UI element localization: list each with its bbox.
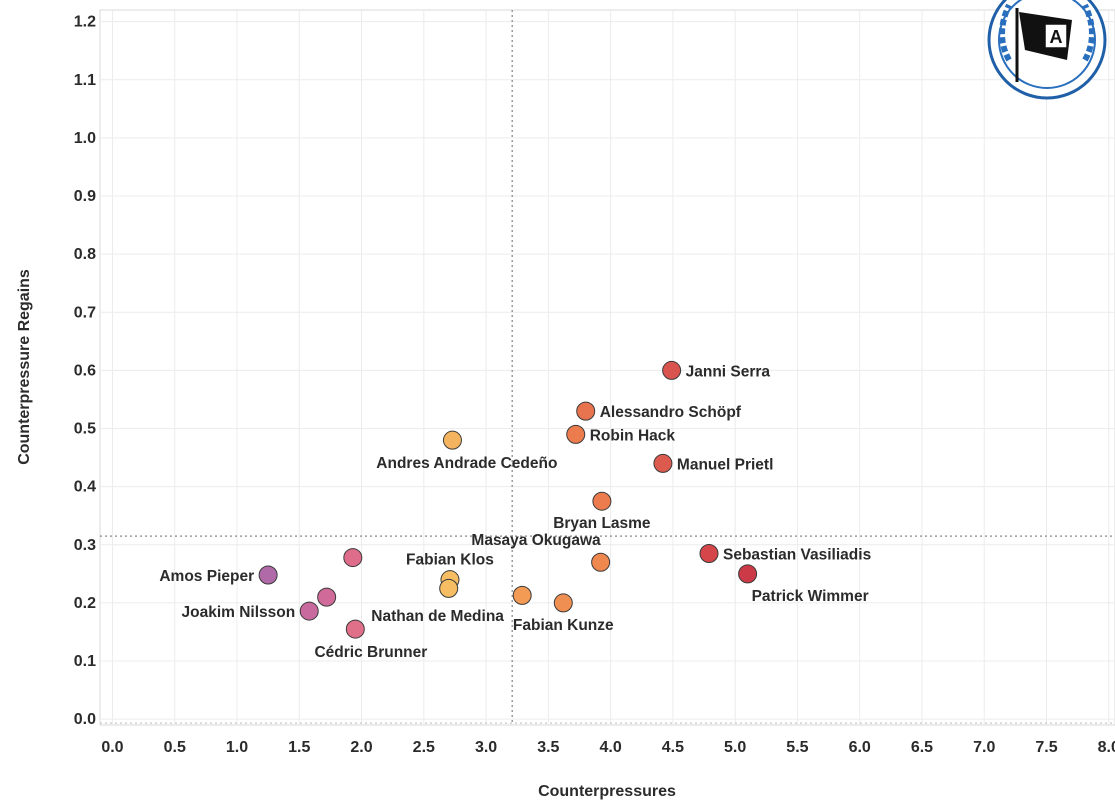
plot-area (99, 9, 1115, 726)
club-crest-logo: A (987, 0, 1107, 100)
data-point (258, 565, 278, 585)
y-axis-label: Counterpressure Regains (16, 269, 33, 465)
point-label: Janni Serra (686, 363, 771, 380)
point-label: Cédric Brunner (314, 644, 427, 661)
x-tick-label: 3.0 (475, 739, 497, 756)
point-label: Joakim Nilsson (182, 604, 296, 621)
y-tick-label: 0.5 (74, 421, 96, 438)
data-point (317, 587, 337, 607)
reference-lines (100, 10, 1115, 725)
data-point (592, 491, 612, 511)
y-tick-label: 0.7 (74, 304, 96, 321)
x-tick-label: 7.0 (973, 739, 995, 756)
x-tick-label: 4.0 (599, 739, 621, 756)
x-tick-label: 6.5 (911, 739, 933, 756)
y-tick-label: 1.1 (74, 72, 96, 89)
laurel-left-icon (999, 3, 1012, 62)
data-point (591, 552, 611, 572)
data-point (699, 544, 719, 564)
data-point (343, 548, 363, 568)
x-tick-label: 0.0 (101, 739, 123, 756)
y-axis-ticks: 0.0 0.1 0.2 0.3 0.4 0.5 0.6 0.7 0.8 0.9 1.0 1.1 1.2 (74, 14, 96, 729)
x-tick-label: 2.5 (413, 739, 435, 756)
x-tick-label: 5.5 (786, 739, 808, 756)
x-axis-label: Counterpressures (538, 783, 676, 800)
laurel-right-icon (1082, 3, 1095, 62)
data-point (442, 430, 462, 450)
x-axis-ticks: 0.0 0.5 1.0 1.5 2.0 2.5 3.0 3.5 4.0 4.5 5.0 5.5 6.0 6… (101, 739, 1115, 756)
y-tick-label: 1.2 (74, 14, 96, 31)
y-tick-label: 0.0 (74, 711, 96, 728)
data-point (653, 453, 673, 473)
data-point (662, 360, 682, 380)
point-label: Amos Pieper (159, 568, 254, 585)
data-point (512, 585, 532, 605)
y-tick-label: 0.2 (74, 595, 96, 612)
point-label: Masaya Okugawa (471, 532, 601, 549)
point-label: Manuel Prietl (677, 456, 773, 473)
point-label: Nathan de Medina (371, 608, 504, 625)
point-label: Fabian Klos (406, 552, 494, 569)
x-tick-label: 6.0 (849, 739, 871, 756)
x-tick-label: 1.0 (226, 739, 248, 756)
crest-letter: A (1050, 27, 1063, 47)
data-point (345, 619, 365, 639)
point-label: Fabian Kunze (513, 617, 614, 634)
data-points (258, 360, 758, 639)
data-point (566, 424, 586, 444)
grid-lines (100, 10, 1115, 725)
x-tick-label: 8.0 (1098, 739, 1115, 756)
y-tick-label: 0.6 (74, 362, 96, 379)
x-tick-label: 3.5 (537, 739, 559, 756)
point-label: Alessandro Schöpf (600, 404, 742, 421)
y-tick-label: 0.1 (74, 653, 96, 670)
point-label: Andres Andrade Cedeño (376, 455, 557, 472)
y-tick-label: 0.3 (74, 537, 96, 554)
point-labels: Janni Serra Alessandro Schöpf Robin Hack An… (159, 363, 871, 661)
x-tick-label: 7.5 (1035, 739, 1057, 756)
point-label: Robin Hack (590, 427, 676, 444)
y-tick-label: 0.4 (74, 479, 96, 496)
y-tick-label: 1.0 (74, 130, 96, 147)
data-point (576, 401, 596, 421)
x-tick-label: 5.0 (724, 739, 746, 756)
x-tick-label: 1.5 (288, 739, 310, 756)
data-point (738, 564, 758, 584)
y-tick-label: 0.8 (74, 246, 96, 263)
y-tick-label: 0.9 (74, 188, 96, 205)
x-tick-label: 0.5 (164, 739, 186, 756)
point-label: Sebastian Vasiliadis (723, 547, 871, 564)
point-label: Bryan Lasme (553, 515, 651, 532)
x-tick-label: 4.5 (662, 739, 684, 756)
x-tick-label: 2.0 (350, 739, 372, 756)
data-point (439, 578, 459, 598)
data-point (553, 593, 573, 613)
point-label: Patrick Wimmer (752, 588, 869, 605)
data-point (299, 601, 319, 621)
